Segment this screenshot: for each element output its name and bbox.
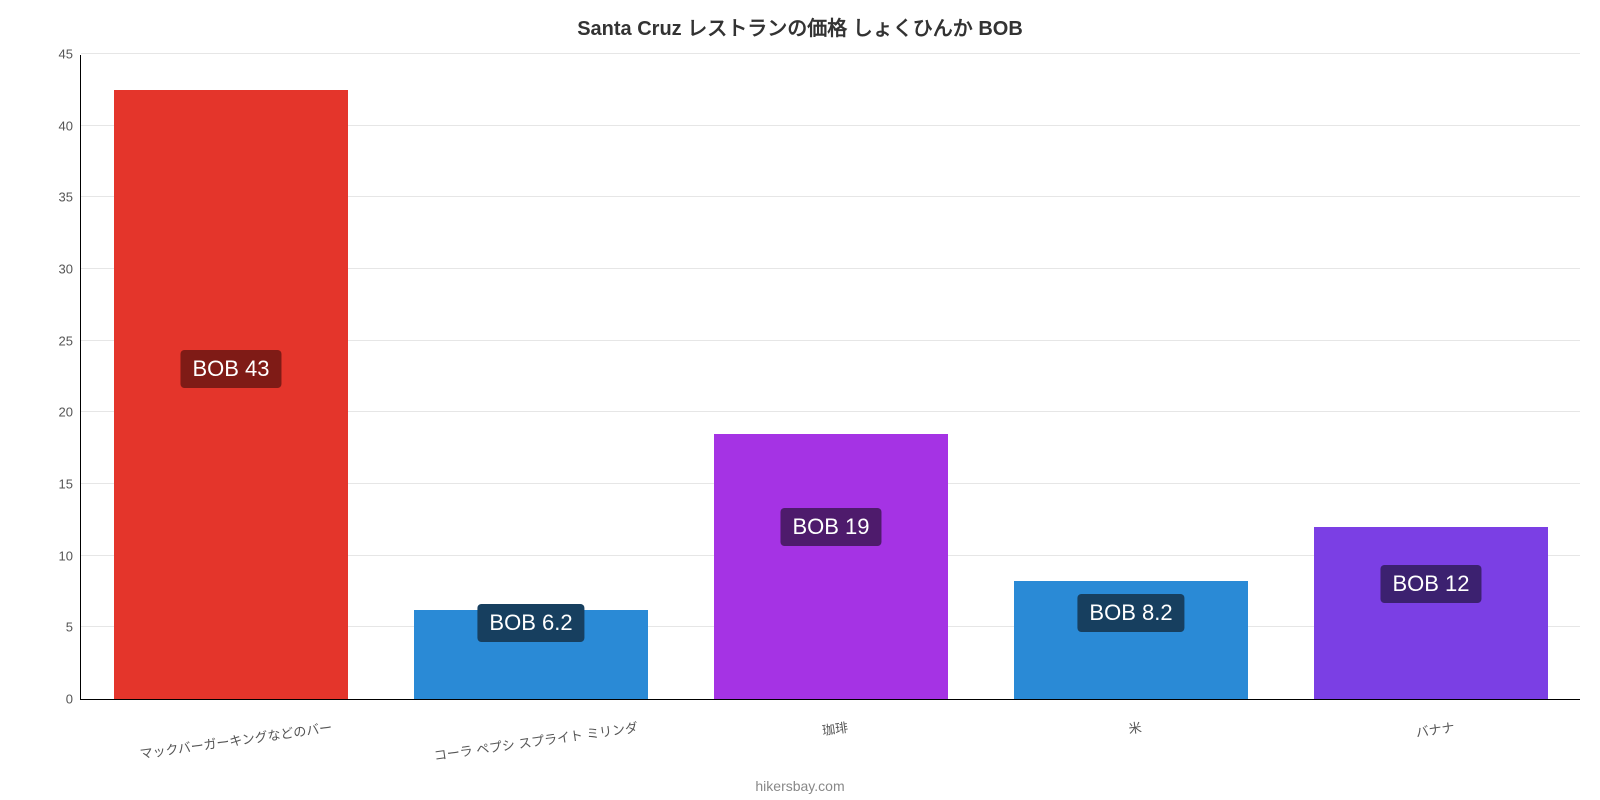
x-category-label: マックバーガーキングなどのバー xyxy=(136,699,333,763)
bar-value-label: BOB 8.2 xyxy=(1077,594,1184,632)
y-tick-label: 45 xyxy=(59,47,81,62)
x-category-label: 米 xyxy=(1125,699,1143,737)
bar-value-label: BOB 19 xyxy=(780,508,881,546)
price-chart: Santa Cruz レストランの価格 しょくひんか BOB 051015202… xyxy=(0,0,1600,800)
y-tick-label: 10 xyxy=(59,548,81,563)
bar-value-label: BOB 12 xyxy=(1380,565,1481,603)
y-tick-label: 5 xyxy=(66,620,81,635)
y-tick-label: 30 xyxy=(59,262,81,277)
x-category-label: 珈琲 xyxy=(818,699,849,739)
bar xyxy=(114,90,348,699)
bar-value-label: BOB 43 xyxy=(180,350,281,388)
plot-area: 051015202530354045BOB 43マックバーガーキングなどのバーB… xyxy=(80,55,1580,700)
y-tick-label: 40 xyxy=(59,118,81,133)
y-tick-label: 25 xyxy=(59,333,81,348)
y-tick-label: 35 xyxy=(59,190,81,205)
x-category-label: バナナ xyxy=(1412,699,1456,741)
attribution-text: hikersbay.com xyxy=(0,778,1600,794)
x-category-label: コーラ ペプシ スプライト ミリンダ xyxy=(430,699,639,764)
y-tick-label: 15 xyxy=(59,477,81,492)
y-tick-label: 20 xyxy=(59,405,81,420)
gridline xyxy=(81,53,1580,54)
y-tick-label: 0 xyxy=(66,692,81,707)
bar xyxy=(1314,527,1548,699)
bar-value-label: BOB 6.2 xyxy=(477,604,584,642)
chart-title: Santa Cruz レストランの価格 しょくひんか BOB xyxy=(0,12,1600,41)
bar xyxy=(714,434,948,699)
